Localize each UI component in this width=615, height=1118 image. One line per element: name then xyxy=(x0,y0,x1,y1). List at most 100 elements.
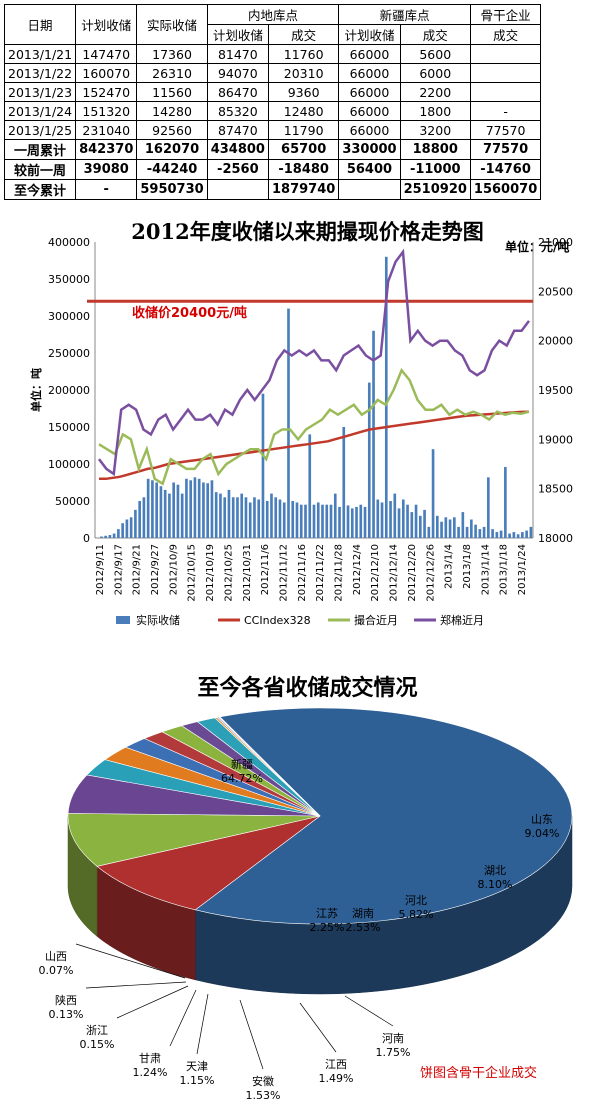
bar xyxy=(499,530,503,538)
table-cell: 231040 xyxy=(75,120,138,140)
bar xyxy=(346,505,350,538)
bar xyxy=(197,478,201,538)
table-cell: -2560 xyxy=(206,159,269,180)
table-cell: 较前一周 xyxy=(3,159,77,180)
y-tick-label-left: 300000 xyxy=(48,310,90,323)
table-cell: 1800 xyxy=(399,101,471,121)
bar xyxy=(427,526,431,538)
pie-slice xyxy=(96,815,321,911)
pie-percent: 1.24% xyxy=(133,1066,168,1079)
legend-label: CCIndex328 xyxy=(244,614,311,627)
bar xyxy=(504,466,507,538)
pie-percent: 8.10% xyxy=(478,878,513,891)
subheader-inland-plan: 计划收储 xyxy=(206,24,269,45)
bar xyxy=(359,504,363,538)
bar xyxy=(470,519,473,538)
pie-percent: 1.15% xyxy=(180,1074,215,1087)
pie-note: 饼图含骨干企业成交 xyxy=(420,1066,538,1081)
bar xyxy=(125,519,129,538)
pie-label: 陕西 xyxy=(55,993,77,1007)
y-axis-label: 单位：吨 xyxy=(29,368,43,412)
bar xyxy=(291,501,295,538)
x-tick-label: 2012/9/27 xyxy=(150,544,161,595)
table-cell xyxy=(206,179,269,200)
x-tick-label: 2012/11/6 xyxy=(260,544,271,595)
bar xyxy=(482,526,486,538)
cuo-line xyxy=(98,367,530,486)
table-cell: 11790 xyxy=(267,120,340,140)
table-row: 2013/1/22 160070 26310 94070 20310 66000 6000 xyxy=(3,63,542,83)
table-cell: - xyxy=(75,179,138,200)
bar xyxy=(423,509,426,538)
table-cell: 330000 xyxy=(338,139,401,160)
table-cell: 9360 xyxy=(267,82,340,102)
bar xyxy=(355,506,358,538)
bar xyxy=(104,535,107,538)
y-tick-label-left: 0 xyxy=(83,532,90,545)
header-plan: 计划收储 xyxy=(75,4,138,45)
pie-slice xyxy=(218,716,321,817)
y-tick-label-left: 100000 xyxy=(48,458,90,471)
bar xyxy=(270,493,273,538)
header-backbone: 骨干企业 xyxy=(469,4,542,25)
table-cell: 66000 xyxy=(338,44,401,64)
pie-title: 至今各省收储成交情况 xyxy=(197,676,418,701)
table-cell: 12480 xyxy=(267,101,340,121)
bar xyxy=(100,536,103,538)
bar xyxy=(142,497,146,538)
pie-label: 甘肃 xyxy=(139,1052,161,1065)
x-tick-label: 2012/12/26 xyxy=(425,544,436,602)
x-tick-label: 2012/9/21 xyxy=(132,544,143,595)
y-tick-label-right: 19000 xyxy=(538,433,573,446)
bar xyxy=(176,484,180,538)
bar xyxy=(457,526,460,538)
leader-line xyxy=(344,995,394,1027)
table-cell: 162070 xyxy=(136,139,208,160)
reference-annotation: 收储价20400元/吨 xyxy=(132,305,247,321)
x-tick-label: 2012/11/16 xyxy=(297,544,308,602)
pie-percent: 1.49% xyxy=(319,1072,354,1085)
bar xyxy=(295,502,299,538)
table-cell: 151320 xyxy=(75,101,138,121)
table-cell: 842370 xyxy=(75,139,138,160)
table-cell: 至今累计 xyxy=(3,179,77,200)
pie-percent: 9.04% xyxy=(525,827,560,840)
bar xyxy=(525,530,528,538)
y-tick-label-right: 21000 xyxy=(538,236,573,249)
ccindex-line xyxy=(99,410,530,481)
table-cell: 86470 xyxy=(206,82,269,102)
bar xyxy=(129,517,133,538)
bar xyxy=(265,501,269,538)
table-cell: 2013/1/22 xyxy=(3,63,77,83)
table-cell xyxy=(469,44,542,64)
x-tick-label: 2012/12/10 xyxy=(370,544,381,602)
bar xyxy=(219,493,222,538)
bar xyxy=(108,535,112,538)
bar xyxy=(146,478,150,538)
subheader-xinjiang-deal: 成交 xyxy=(399,24,471,45)
bar xyxy=(138,501,141,538)
bar xyxy=(389,501,392,538)
bar xyxy=(134,509,137,538)
bar xyxy=(512,532,516,538)
bar xyxy=(223,497,227,538)
table-cell: 一周累计 xyxy=(3,139,77,160)
table-cell: 66000 xyxy=(338,120,401,140)
table-cell: 11560 xyxy=(136,82,208,102)
pie-label: 山西 xyxy=(45,950,67,963)
table-cell: 92560 xyxy=(136,120,208,140)
table-cell: 81470 xyxy=(206,44,269,64)
bar xyxy=(206,483,210,538)
y-tick-label-left: 150000 xyxy=(48,421,90,434)
bar xyxy=(308,434,312,538)
bar xyxy=(151,480,154,538)
table-cell: 5950730 xyxy=(136,179,208,200)
bar xyxy=(180,493,184,538)
table-row: 2013/1/25 231040 92560 87470 11790 66000 3200 7… xyxy=(3,120,542,140)
pie-percent: 0.07% xyxy=(39,964,74,977)
bar xyxy=(367,382,371,538)
bar xyxy=(338,506,341,538)
subheader-inland-deal: 成交 xyxy=(267,24,340,45)
legend-label: 郑棉近月 xyxy=(440,613,484,627)
pie-percent: 2.25% xyxy=(310,921,345,934)
